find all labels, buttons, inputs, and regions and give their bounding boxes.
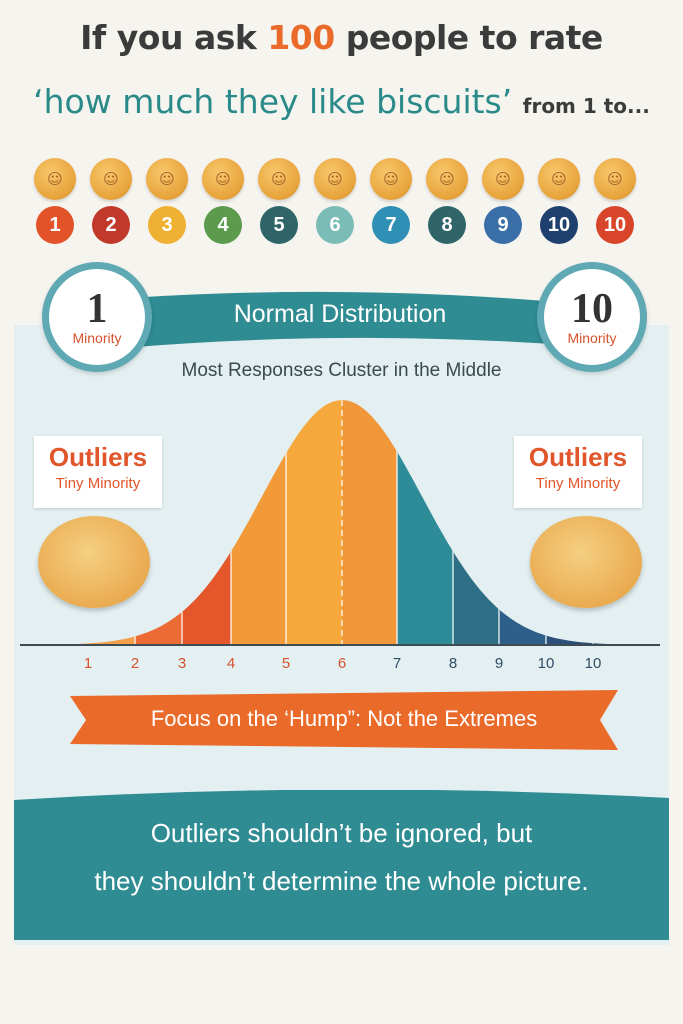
biscuit-icon: ☺: [314, 158, 356, 200]
scale-item: ☺ 5: [254, 158, 304, 244]
curve-segment: [40, 400, 135, 645]
outliers-left-box: Outliers Tiny Minority: [34, 436, 162, 508]
scale-number-badge: 10: [596, 206, 634, 244]
biscuit-icon: ☺: [258, 158, 300, 200]
curve-segment: [231, 400, 286, 645]
scale-number-badge: 3: [148, 206, 186, 244]
x-tick-label: 6: [338, 655, 346, 672]
x-tick-label: 9: [495, 655, 503, 672]
scale-item: ☺ 4: [198, 158, 248, 244]
headline-tail: from 1 to...: [522, 94, 650, 118]
right-circle-number: 10: [571, 286, 613, 332]
headline-line-1: If you ask 100 people to rate: [0, 18, 683, 57]
biscuit-icon: ☺: [594, 158, 636, 200]
left-circle-number: 1: [86, 286, 108, 332]
ribbon-label: Normal Distribution: [233, 300, 447, 328]
right-minority-circle: 10 Minority: [537, 262, 647, 372]
scale-number-badge: 8: [428, 206, 466, 244]
left-minority-circle: 1 Minority: [42, 262, 152, 372]
biscuit-icon: ☺: [90, 158, 132, 200]
x-tick-label: 8: [449, 655, 457, 672]
left-circle-label: Minority: [72, 330, 122, 346]
curve-segment: [593, 400, 640, 645]
x-tick-label: 2: [131, 655, 139, 672]
scale-item: ☺ 3: [142, 158, 192, 244]
scale-item: ☺ 10: [534, 158, 584, 244]
curve-segment: [453, 400, 499, 645]
scale-item: ☺ 9: [478, 158, 528, 244]
scale-item: ☺ 7: [366, 158, 416, 244]
headline-highlight-number: 100: [267, 18, 335, 57]
curve-segment: [397, 400, 453, 645]
scale-item: ☺ 8: [422, 158, 472, 244]
scale-item: ☺ 10: [590, 158, 640, 244]
biscuit-icon: ☺: [202, 158, 244, 200]
scale-number-badge: 4: [204, 206, 242, 244]
x-tick-label: 4: [227, 655, 235, 672]
rating-scale-row: ☺ 1 ☺ 2 ☺ 3 ☺ 4 ☺ 5 ☺ 6 ☺ 7 ☺ 8 ☺ 9 ☺ 10 ☺ 10: [30, 158, 654, 248]
biscuit-icon: ☺: [370, 158, 412, 200]
curve-segment: [135, 400, 182, 645]
scale-item: ☺ 2: [86, 158, 136, 244]
curve-segment: [286, 400, 342, 645]
x-tick-label: 3: [178, 655, 186, 672]
x-tick-label: 7: [393, 655, 401, 672]
x-tick-label: 1: [84, 655, 92, 672]
right-circle-label: Minority: [567, 330, 617, 346]
bottom-line-1: Outliers shouldn’t be ignored, but: [150, 818, 533, 848]
scale-number-badge: 6: [316, 206, 354, 244]
normal-distribution-ribbon: [100, 291, 580, 350]
biscuit-icon: ☺: [482, 158, 524, 200]
headline-prefix: If you ask: [80, 18, 257, 57]
outliers-right-subtitle: Tiny Minority: [535, 475, 621, 492]
scale-number-badge: 9: [484, 206, 522, 244]
x-tick-label: 10: [585, 655, 602, 672]
focus-banner: [70, 690, 618, 750]
scale-number-badge: 10: [540, 206, 578, 244]
bottom-teal-band: [14, 790, 669, 940]
biscuit-icon: ☺: [426, 158, 468, 200]
biscuit-icon: ☺: [538, 158, 580, 200]
headline-line-2: ‘how much they like biscuits’ from 1 to.…: [0, 82, 683, 121]
curve-segment: [342, 400, 397, 645]
outliers-left-subtitle: Tiny Minority: [55, 475, 141, 492]
scale-item: ☺ 6: [310, 158, 360, 244]
bell-curve-chart: 1 2 3 4 5 6 7 8 9 10 10: [20, 400, 660, 672]
scale-number-badge: 5: [260, 206, 298, 244]
biscuit-icon: ☺: [34, 158, 76, 200]
headline-quote: ‘how much they like biscuits’: [33, 82, 513, 121]
headline-suffix: people to rate: [345, 18, 604, 57]
curve-segment: [546, 400, 593, 645]
outliers-right-box: Outliers Tiny Minority: [514, 436, 642, 508]
bottom-line-2: they shouldn’t determine the whole pictu…: [94, 866, 589, 896]
outliers-left-title: Outliers: [48, 442, 148, 472]
biscuit-icon: ☺: [146, 158, 188, 200]
scale-number-badge: 7: [372, 206, 410, 244]
outliers-right-title: Outliers: [528, 442, 628, 472]
focus-label: Focus on the ‘Hump”: Not the Extremes: [150, 706, 538, 731]
curve-segment: [499, 400, 546, 645]
x-tick-label: 5: [282, 655, 290, 672]
scale-number-badge: 1: [36, 206, 74, 244]
curve-segment: [182, 400, 231, 645]
biscuit-left-icon: [38, 516, 150, 608]
x-tick-label: 10: [538, 655, 555, 672]
scale-number-badge: 2: [92, 206, 130, 244]
biscuit-right-icon: [530, 516, 642, 608]
scale-item: ☺ 1: [30, 158, 80, 244]
chart-subtitle: Most Responses Cluster in the Middle: [181, 360, 502, 381]
